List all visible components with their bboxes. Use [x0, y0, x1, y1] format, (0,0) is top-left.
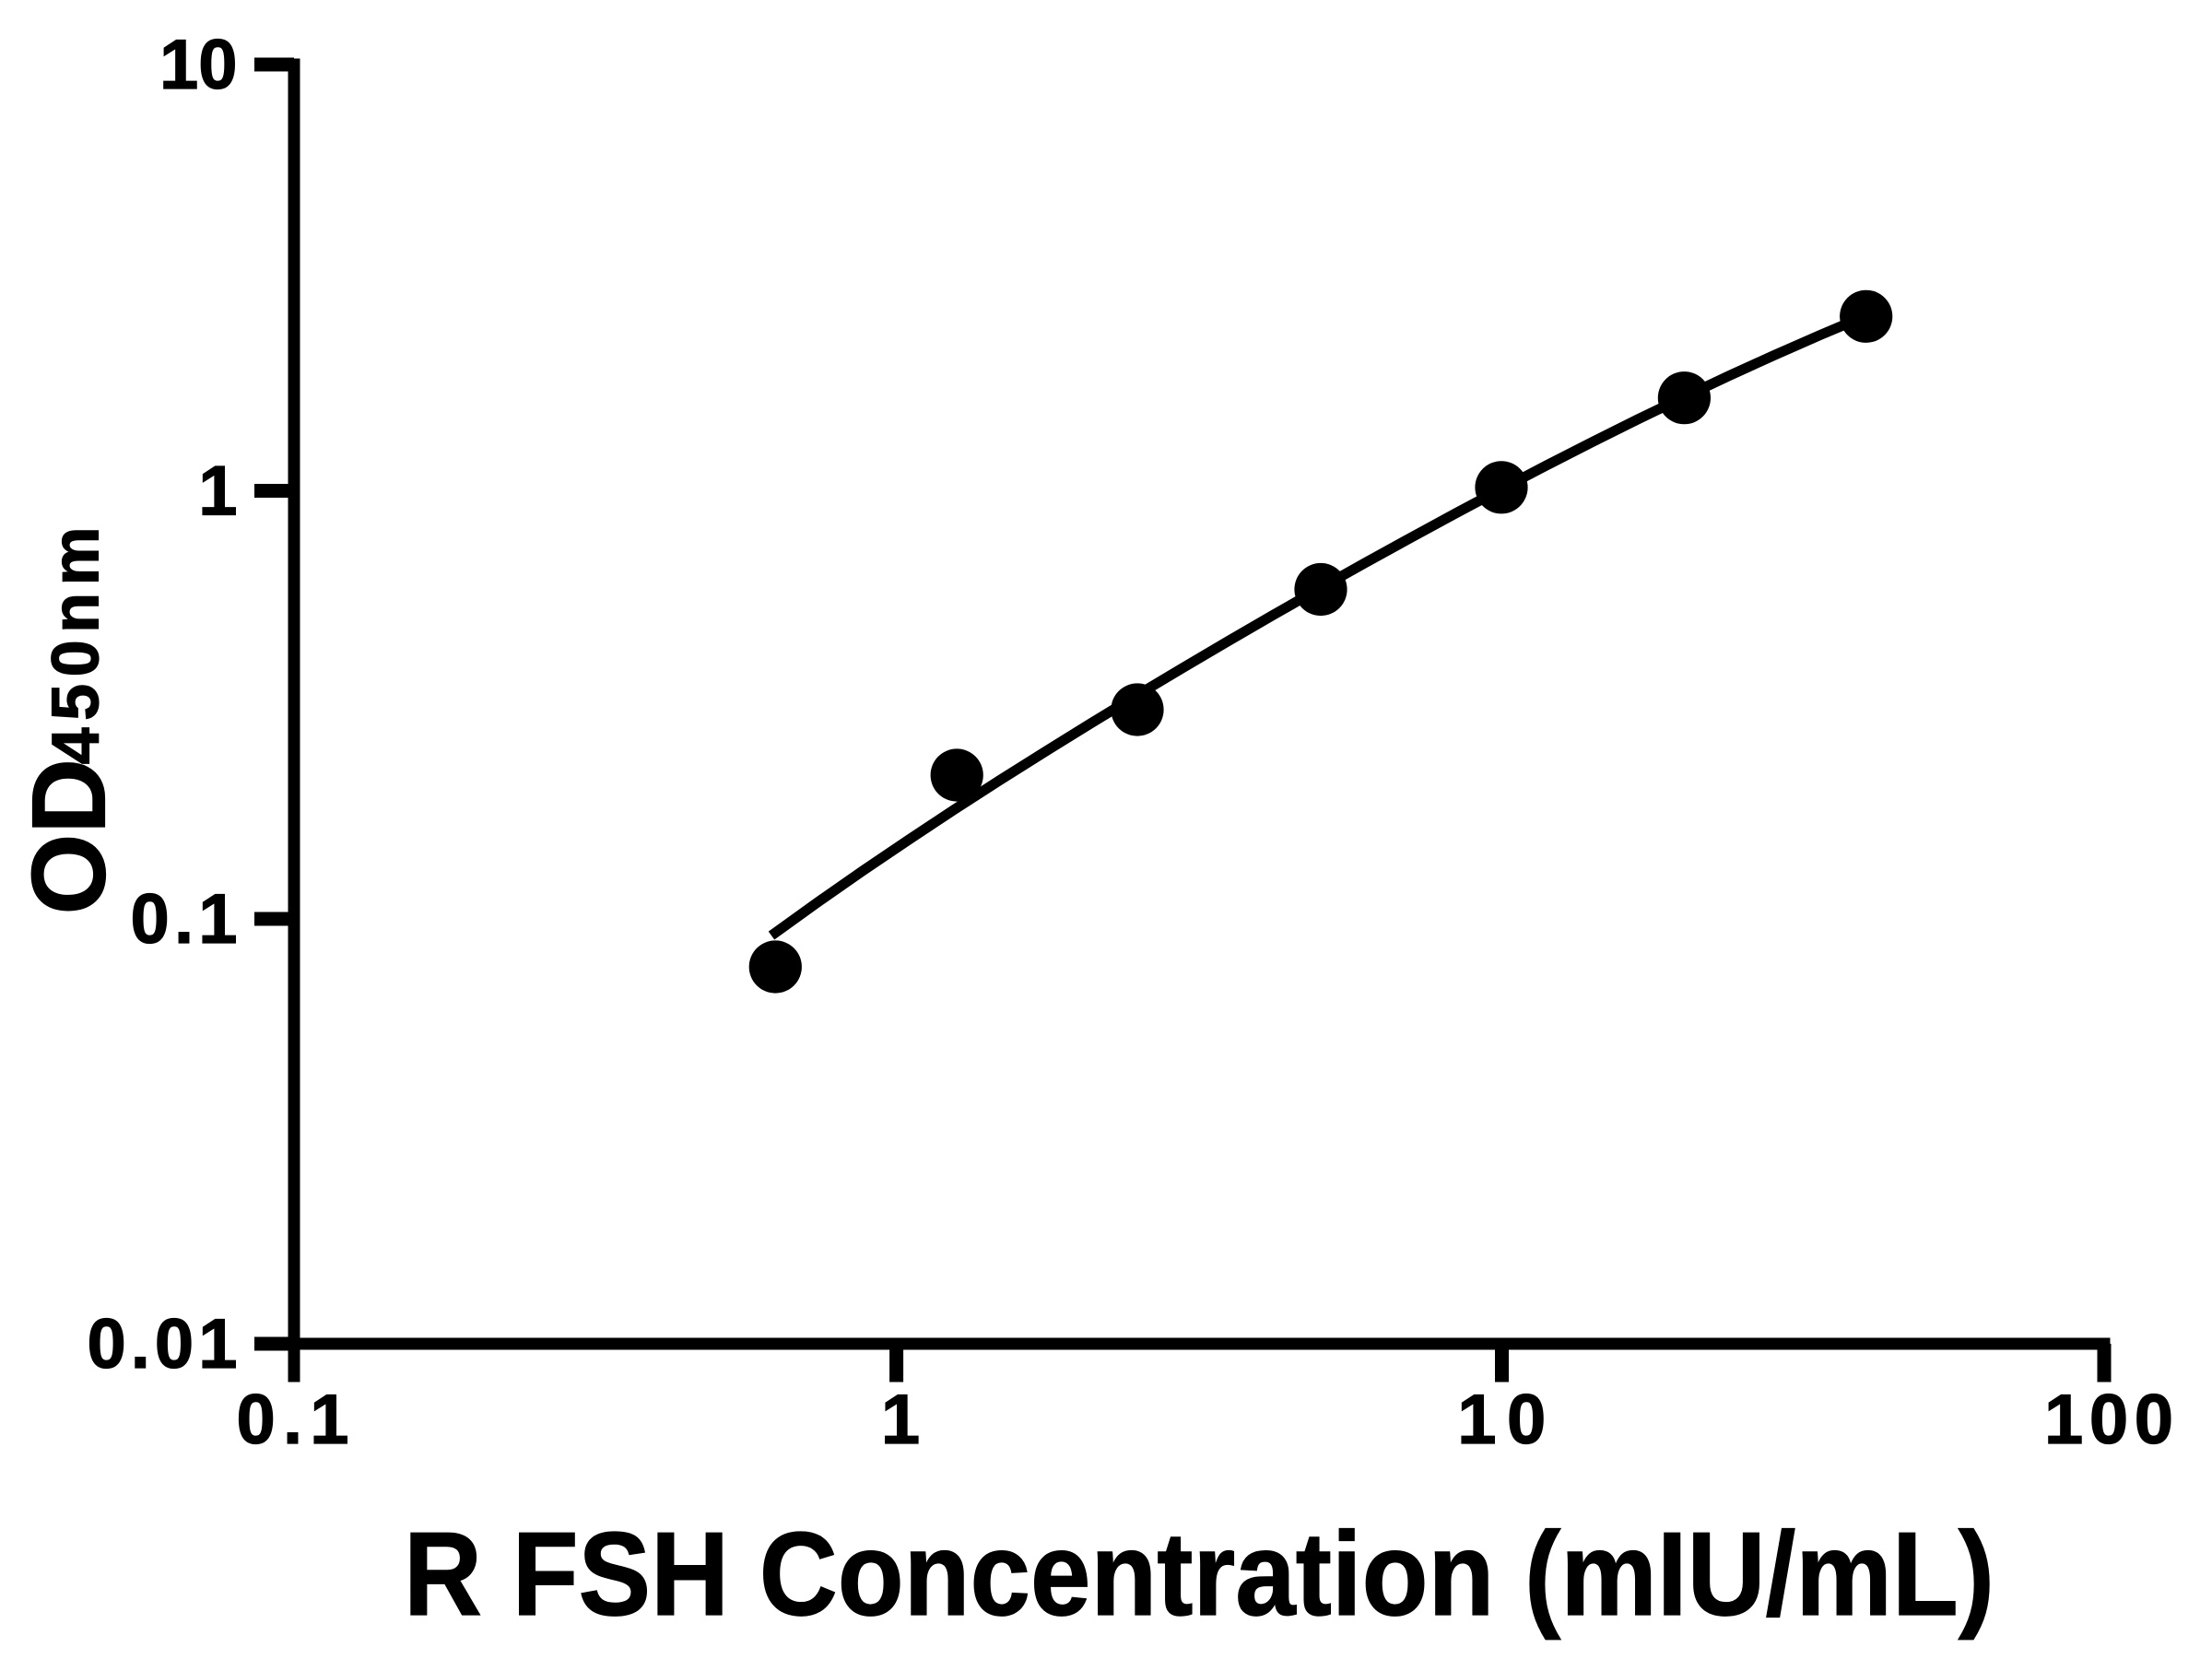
svg-text:0.1: 0.1	[131, 880, 238, 959]
svg-text:100: 100	[2044, 1381, 2173, 1459]
svg-text:1: 1	[881, 1381, 920, 1459]
svg-text:10: 10	[159, 26, 238, 104]
svg-text:0.01: 0.01	[88, 1305, 238, 1383]
svg-text:450nm: 450nm	[40, 526, 113, 764]
svg-text:OD: OD	[11, 759, 127, 915]
svg-text:0.1: 0.1	[237, 1381, 349, 1459]
svg-text:R FSH Concentration (mIU/mL): R FSH Concentration (mIU/mL)	[404, 1508, 1994, 1641]
svg-text:1: 1	[198, 453, 237, 531]
